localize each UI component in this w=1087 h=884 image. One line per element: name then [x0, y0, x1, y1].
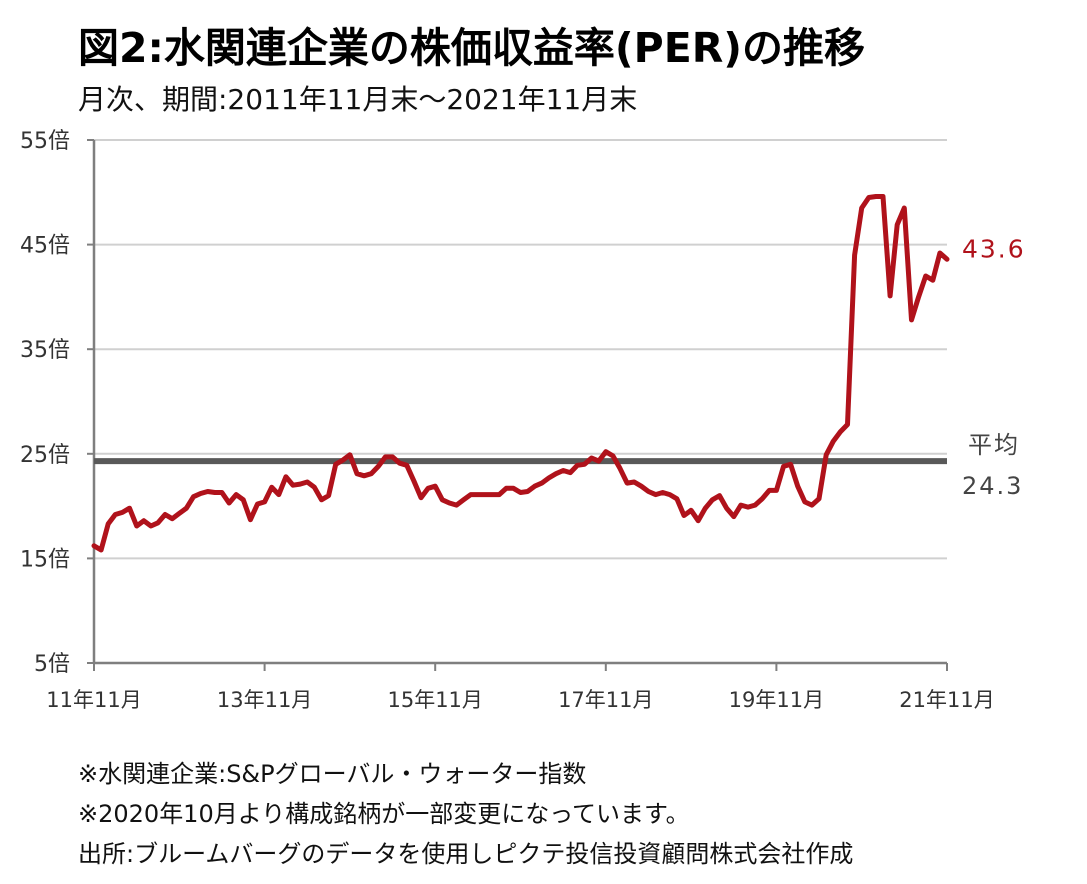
axis-layer: 5倍 15倍 25倍 35倍 45倍 55倍 11年11月 13年11月 15年11月 17年11…: [20, 129, 995, 712]
x-tick-label: 15年11月: [387, 688, 482, 712]
y-tick-label: 55倍: [20, 129, 70, 154]
x-tick-label: 11年11月: [46, 688, 141, 712]
x-tick-label: 19年11月: [729, 688, 824, 712]
last-value-label: 43.6: [962, 235, 1026, 264]
footnotes: ※水関連企業:S&Pグローバル・ウォーター指数 ※2020年10月より構成銘柄が…: [78, 754, 853, 874]
series-layer: [91, 194, 950, 553]
y-tick-label: 35倍: [20, 338, 70, 363]
average-label: 平均: [968, 431, 1020, 459]
x-tick-label: 13年11月: [217, 688, 312, 712]
average-value-label: 24.3: [962, 472, 1023, 500]
y-tick-label: 15倍: [20, 547, 70, 572]
footnote-source: 出所:ブルームバーグのデータを使用しピクテ投信投資顧問株式会社作成: [78, 840, 854, 868]
x-tick-label: 17年11月: [558, 688, 653, 712]
grid-layer: [94, 139, 947, 560]
x-tick-label: 21年11月: [899, 688, 994, 712]
footnote-constituents: ※2020年10月より構成銘柄が一部変更になっています。: [78, 800, 690, 828]
y-tick-label: 25倍: [20, 443, 70, 468]
y-tick-label: 5倍: [34, 652, 70, 677]
y-tick-label: 45倍: [20, 234, 70, 259]
per-line-chart: 5倍 15倍 25倍 35倍 45倍 55倍 11年11月 13年11月 15年11月 17年11…: [20, 129, 1026, 712]
page-subtitle: 月次、期間:2011年11月末～2021年11月末: [78, 83, 638, 116]
page-title: 図2:水関連企業の株価収益率(PER)の推移: [78, 24, 866, 72]
per-series-line: [91, 194, 950, 553]
footnote-index: ※水関連企業:S&Pグローバル・ウォーター指数: [78, 760, 587, 788]
label-layer: 43.6 平均 24.3: [962, 235, 1026, 501]
